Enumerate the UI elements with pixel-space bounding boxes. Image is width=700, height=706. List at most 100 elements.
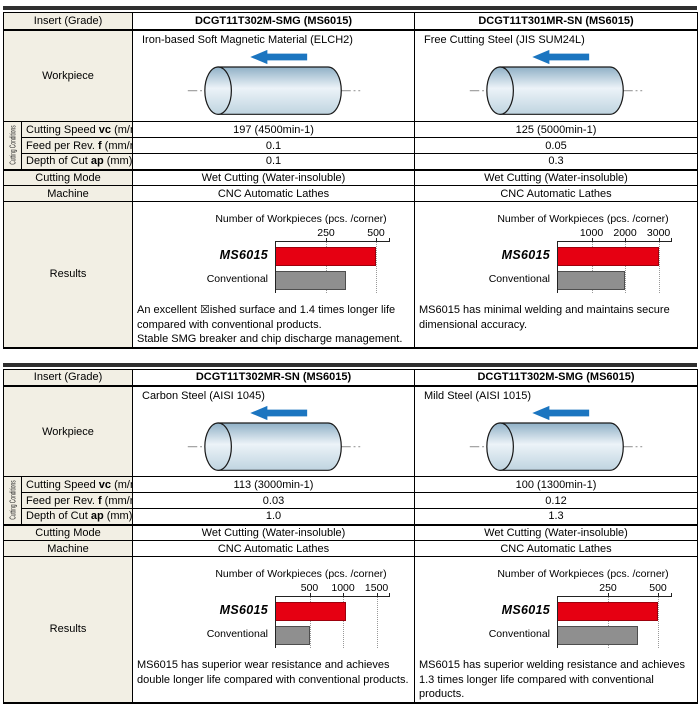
chart-tick (326, 238, 327, 242)
chart-tick-label: 250 (599, 582, 617, 595)
cutting-conditions-group: Cutting Conditions (3, 476, 22, 526)
label-text: Feed per Rev. (26, 494, 98, 507)
chart-tick-label: 3000 (646, 227, 671, 239)
chart-bar (558, 626, 638, 646)
depth-value: 0.1 (132, 153, 415, 170)
chart-series-label: MS6015 (501, 603, 550, 618)
chart-gridline (309, 597, 311, 649)
cylinder-end (203, 65, 232, 115)
results-cell: Number of Workpieces (pcs. /corner) MS601… (132, 556, 415, 704)
cutting-speed-value: 197 (4500min-1) (132, 121, 415, 138)
table-row: Insert (Grade) DCGT11T302MR-SN (MS6015) … (3, 368, 698, 388)
workpiece-cell: Carbon Steel (AISI 1045) (132, 385, 415, 478)
chart-tick-label: 1000 (331, 582, 355, 595)
chart-tick (389, 593, 390, 598)
workpiece-cylinder-graphic (469, 405, 643, 471)
table-top-bar (3, 362, 697, 367)
chart-bar (276, 626, 310, 646)
cutting-speed-value: 100 (1300min-1) (414, 476, 698, 494)
label-unit: (m/min) (114, 123, 131, 136)
comparison-table-bottom: Insert (Grade) DCGT11T302MR-SN (MS6015) … (3, 362, 698, 704)
machine-label: Machine (3, 540, 133, 558)
table-row: Cutting Mode Wet Cutting (Water-insolubl… (3, 168, 698, 186)
chart-gridline (326, 242, 327, 293)
cylinder-body (499, 65, 624, 115)
machine-value: CNC Automatic Lathes (414, 185, 698, 202)
results-chart: Number of Workpieces (pcs. /corner) MS601… (463, 213, 675, 294)
label-text: Cutting Speed (26, 123, 99, 136)
comparison-table-top: Insert (Grade) DCGT11T302M-SMG (MS6015) … (3, 6, 698, 349)
cylinder-body (216, 422, 342, 471)
chart-series-label: MS6015 (219, 603, 268, 618)
workpiece-material: Mild Steel (AISI 1015) (424, 390, 531, 403)
cutting-speed-label: Cutting Speed vc (m/min) (21, 121, 133, 138)
table-row: Feed per Rev. f (mm/rev) 0.1 0.05 (4, 137, 698, 154)
table-row: Depth of Cut ap (mm) 1.0 1.3 (4, 508, 698, 526)
label-text: Cutting Speed (26, 478, 99, 491)
table-row: Insert (Grade) DCGT11T302M-SMG (MS6015) … (3, 12, 698, 31)
chart-bar (276, 247, 376, 266)
cutting-mode-label: Cutting Mode (3, 523, 133, 542)
workpiece-material: Free Cutting Steel (JIS SUM24L) (424, 33, 585, 46)
label-unit: (m/min) (114, 478, 131, 491)
chart-tick-label: 500 (367, 227, 385, 239)
insert-grade-label: Insert (Grade) (3, 368, 133, 388)
chart-tick (671, 238, 672, 242)
cutting-mode-value: Wet Cutting (Water-insoluble) (414, 523, 698, 542)
cutting-mode-label: Cutting Mode (3, 168, 133, 186)
cylinder-end (486, 422, 514, 471)
cylinder-end (203, 422, 232, 471)
cutting-conditions-label: Cutting Conditions (8, 480, 17, 520)
chart-tick-label: 500 (649, 582, 667, 595)
chart-tick (343, 593, 345, 598)
chart-tick (376, 593, 378, 598)
depth-label: Depth of Cut ap (mm) (21, 508, 133, 526)
results-chart: Number of Workpieces (pcs. /corner) MS601… (181, 213, 393, 294)
label-unit: (mm) (103, 155, 133, 168)
chart-gridline (591, 242, 593, 293)
label-text: Depth of Cut (26, 155, 91, 168)
table-row: Cutting Conditions Cutting Speed vc (m/m… (3, 121, 698, 170)
chart-gridline (625, 242, 627, 293)
chart-body: MS6015 Conventional 250 500 (181, 227, 393, 294)
chart-series-label: Conventional (206, 273, 268, 285)
table-row: Feed per Rev. f (mm/rev) 0.03 0.12 (4, 492, 698, 510)
workpiece-material: Carbon Steel (AISI 1045) (142, 390, 265, 403)
feed-direction-arrow (249, 49, 307, 64)
insert-title: DCGT11T302M-SMG (MS6015) (414, 368, 698, 388)
chart-bar (276, 271, 346, 290)
chart-gridline (376, 242, 377, 293)
chart-tick (608, 593, 609, 598)
chart-body: MS6015 Conventional 500 1000 1500 (181, 582, 393, 649)
table-row: Workpiece Iron-based Soft Magnetic Mater… (3, 29, 698, 122)
table-row: Depth of Cut ap (mm) 0.1 0.3 (4, 153, 698, 170)
insert-title: DCGT11T301MR-SN (MS6015) (414, 12, 698, 31)
results-cell: Number of Workpieces (pcs. /corner) MS601… (132, 200, 415, 349)
workpiece-cell: Iron-based Soft Magnetic Material (ELCH2… (132, 29, 415, 122)
cutting-speed-value: 113 (3000min-1) (132, 476, 415, 494)
chart-tick-label: 1000 (579, 227, 604, 239)
chart-tick (625, 238, 627, 242)
cylinder-end (486, 65, 514, 115)
feed-label: Feed per Rev. f (mm/rev) (21, 492, 133, 510)
chart-tick-label: 250 (317, 227, 335, 239)
cutting-conditions-label: Cutting Conditions (8, 125, 17, 165)
chart-plot: 250 500 (275, 227, 390, 293)
chart-series-label: MS6015 (501, 248, 550, 262)
chart-tick (389, 238, 390, 242)
label-symbol: vc (98, 478, 112, 491)
cutting-speed-label: Cutting Speed vc (m/min) (21, 476, 133, 494)
table-top-bar (3, 6, 697, 10)
chart-title: Number of Workpieces (pcs. /corner) (497, 568, 669, 581)
table-row: Machine CNC Automatic Lathes CNC Automat… (3, 540, 698, 558)
feed-value: 0.12 (414, 492, 698, 510)
results-text: MS6015 has minimal welding and maintains… (419, 304, 670, 331)
chart-gridline (376, 597, 378, 649)
label-symbol: f (97, 494, 102, 507)
table-row: Machine CNC Automatic Lathes CNC Automat… (3, 185, 698, 202)
workpiece-label: Workpiece (3, 29, 133, 122)
insert-grade-label: Insert (Grade) (3, 12, 133, 31)
chart-tick-label: 1500 (364, 582, 389, 595)
table-row: Results Number of Workpieces (pcs. /corn… (3, 556, 698, 704)
chart-tick (658, 593, 659, 598)
